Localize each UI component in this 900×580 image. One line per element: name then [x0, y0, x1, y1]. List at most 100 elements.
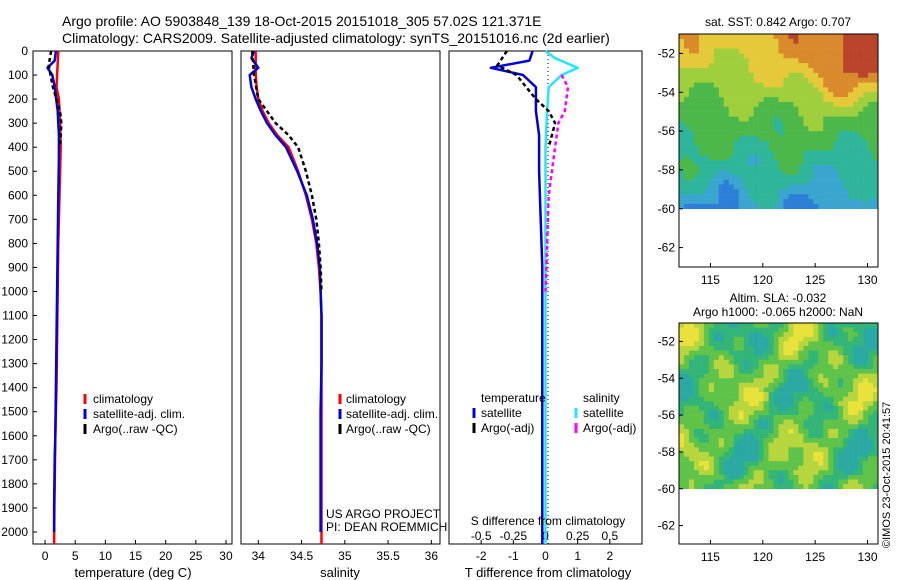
- sla-cell: [753, 341, 759, 347]
- sla-cell: [723, 382, 730, 388]
- sst-cell: [858, 160, 864, 166]
- sla-cell: [843, 428, 849, 434]
- sst-cell: [733, 121, 739, 127]
- sla-cell: [793, 428, 799, 434]
- sst-cell: [853, 58, 859, 64]
- sla-cell: [783, 438, 789, 443]
- sst-cell: [823, 116, 829, 122]
- sla-cell: [783, 378, 789, 384]
- sst-cell: [733, 87, 739, 93]
- sla-cell: [798, 323, 804, 328]
- sla-cell: [828, 396, 834, 402]
- sla-cell: [783, 405, 789, 411]
- sla-cell: [793, 369, 799, 374]
- sst-cell: [743, 101, 749, 108]
- sst-cell: [808, 131, 814, 137]
- sst-cell: [723, 77, 730, 83]
- sla-cell: [733, 387, 739, 393]
- sla-cell: [753, 359, 759, 365]
- sla-cell: [848, 424, 854, 430]
- sst-cell: [768, 165, 774, 171]
- sst-cell: [813, 92, 819, 98]
- sst-cell: [868, 174, 874, 180]
- sla-cell: [803, 415, 809, 420]
- sla-cell: [813, 373, 819, 379]
- sla-cell: [863, 428, 869, 434]
- sst-cell: [758, 82, 764, 88]
- sst-cell: [718, 58, 725, 64]
- sla-cell: [848, 401, 854, 407]
- sla-cell: [838, 405, 844, 411]
- sst-cell: [718, 189, 725, 195]
- sla-cell: [793, 461, 799, 467]
- sst-cell: [758, 121, 764, 127]
- sla-map-lon-label: 115: [701, 550, 720, 564]
- sla-cell: [688, 355, 695, 361]
- sla-cell: [873, 428, 879, 434]
- sla-cell: [833, 479, 839, 485]
- sla-cell: [738, 442, 744, 448]
- sst-cell: [823, 67, 829, 74]
- sla-cell: [873, 484, 879, 490]
- sla-cell: [718, 346, 725, 351]
- sst-cell: [688, 174, 695, 180]
- sst-cell: [718, 150, 725, 156]
- sla-cell: [728, 470, 735, 476]
- temperature-tick-label: 10: [99, 549, 113, 563]
- temperature-argo-line: [47, 50, 63, 148]
- sla-cell: [698, 359, 705, 365]
- sla-cell: [718, 392, 725, 397]
- sla-cell: [813, 378, 819, 384]
- sla-cell: [728, 424, 735, 430]
- sla-cell: [703, 451, 710, 457]
- sla-cell: [858, 387, 864, 393]
- sla-cell: [753, 373, 759, 379]
- sst-cell: [723, 179, 730, 185]
- sla-cell: [728, 355, 735, 361]
- sst-cell: [768, 160, 774, 166]
- sla-cell: [763, 350, 769, 356]
- sla-cell: [843, 447, 849, 453]
- sst-cell: [778, 160, 784, 166]
- sst-cell: [793, 101, 799, 108]
- sla-cell: [688, 419, 695, 425]
- sst-cell: [868, 87, 874, 93]
- sst-cell: [718, 34, 725, 40]
- sla-cell: [858, 323, 864, 328]
- sla-cell: [858, 419, 864, 425]
- sla-cell: [838, 447, 844, 453]
- sla-map-lon-label: 130: [858, 550, 878, 564]
- sla-cell: [853, 461, 859, 467]
- sst-cell: [703, 121, 710, 127]
- sst-cell: [798, 92, 804, 98]
- sst-cell: [833, 140, 839, 146]
- sst-cell: [688, 116, 695, 122]
- sst-cell: [743, 38, 749, 44]
- sst-cell: [708, 155, 715, 161]
- sla-cell: [703, 447, 710, 453]
- sla-cell: [758, 355, 764, 361]
- sst-cell: [813, 53, 819, 59]
- sla-cell: [693, 419, 700, 425]
- sst-cell: [788, 194, 794, 200]
- sla-cell: [818, 350, 824, 356]
- sla-cell: [823, 378, 829, 384]
- sst-map-lon-label: 115: [701, 273, 720, 287]
- sst-cell: [798, 116, 804, 122]
- sst-cell: [743, 87, 749, 93]
- temperature-tick-label: 15: [129, 549, 143, 563]
- sla-cell: [818, 336, 824, 342]
- sst-cell: [808, 199, 814, 205]
- sla-cell: [858, 364, 864, 370]
- sla-cell: [683, 405, 690, 411]
- sla-cell: [763, 392, 769, 397]
- sla-cell: [763, 428, 769, 434]
- sla-cell: [818, 428, 824, 434]
- sla-cell: [833, 396, 839, 402]
- sst-cell: [818, 150, 824, 156]
- sla-cell: [698, 456, 705, 462]
- sla-cell: [803, 442, 809, 448]
- sst-cell: [848, 43, 854, 49]
- sst-cell: [738, 189, 744, 195]
- sla-cell: [843, 364, 849, 370]
